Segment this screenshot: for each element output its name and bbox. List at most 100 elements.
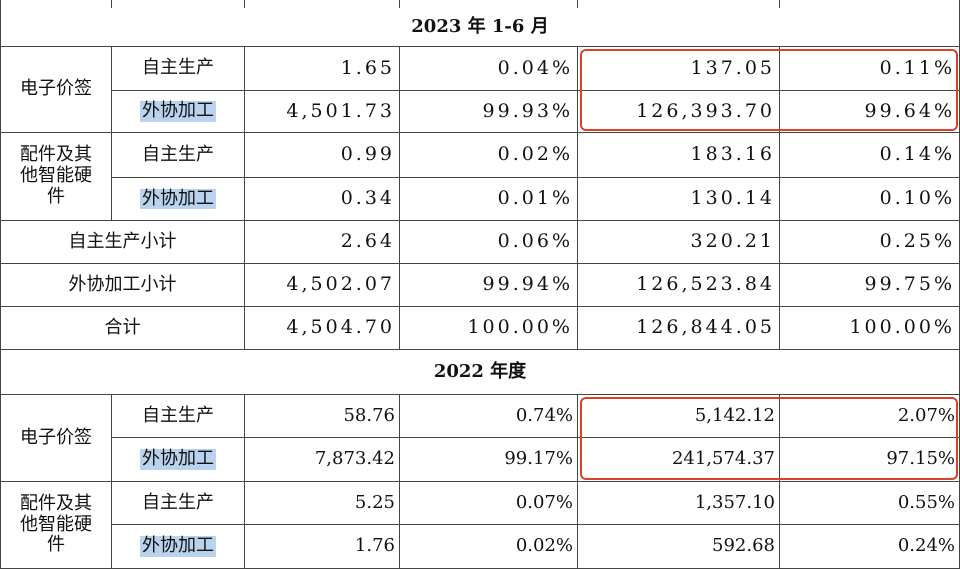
- value-cell: 0.14%: [780, 133, 960, 178]
- value-cell-text: 0.25%: [879, 230, 955, 253]
- value-cell: 0.55%: [780, 482, 960, 525]
- mode-cell: 外协加工: [112, 525, 245, 569]
- cell-edge: [0, 0, 112, 8]
- value-cell: 0.11%: [780, 47, 960, 91]
- value-cell-text: 58.76: [343, 404, 395, 426]
- value-cell: 0.07%: [400, 482, 578, 525]
- value-cell: 0.10%: [780, 178, 960, 221]
- value-cell-text: 0.07%: [515, 491, 573, 513]
- value-cell-text: 100.00%: [467, 316, 573, 339]
- value-cell-text: 130.14: [690, 187, 775, 210]
- group-label: 配件及其他智能硬件: [0, 482, 112, 569]
- group-label: 电子价签: [0, 395, 112, 482]
- cell-edge: [780, 0, 960, 8]
- mode-cell-text: 外协加工: [140, 448, 216, 470]
- mode-cell: 自主生产: [112, 395, 245, 438]
- value-cell-text: 0.34: [340, 187, 395, 210]
- value-cell-text: 0.01%: [497, 187, 573, 210]
- mode-cell-text: 外协加工: [140, 187, 216, 210]
- value-cell: 99.93%: [400, 91, 578, 133]
- group-label-text: 电子价签: [20, 78, 92, 100]
- value-cell: 592.68: [578, 525, 780, 569]
- value-cell-text: 1,357.10: [694, 491, 775, 513]
- value-cell-text: 126,523.84: [636, 273, 775, 296]
- value-cell-text: 99.93%: [482, 99, 573, 122]
- value-cell-text: 0.02%: [497, 143, 573, 166]
- value-cell-text: 99.17%: [504, 448, 573, 470]
- cell-edge: [400, 0, 578, 8]
- value-cell-text: 4,501.73: [286, 99, 395, 122]
- value-cell: 0.25%: [780, 221, 960, 264]
- value-cell-text: 4,504.70: [286, 316, 395, 339]
- mode-cell-text: 外协加工: [140, 100, 216, 122]
- value-cell: 320.21: [578, 221, 780, 264]
- value-cell: 0.02%: [400, 525, 578, 569]
- value-cell: 0.01%: [400, 178, 578, 221]
- value-cell: 1.65: [245, 47, 400, 91]
- value-cell: 183.16: [578, 133, 780, 178]
- value-cell: 1,357.10: [578, 482, 780, 525]
- value-cell: 130.14: [578, 178, 780, 221]
- total-label-text: 合计: [104, 316, 141, 338]
- value-cell-text: 183.16: [690, 143, 775, 166]
- mode-cell: 外协加工: [112, 438, 245, 482]
- value-cell: 241,574.37: [578, 438, 780, 482]
- value-cell-text: 0.06%: [497, 230, 573, 253]
- value-cell-text: 241,574.37: [671, 448, 775, 470]
- total-label-text: 外协加工小计: [68, 273, 177, 295]
- value-cell: 126,523.84: [578, 264, 780, 307]
- value-cell: 0.06%: [400, 221, 578, 264]
- value-cell: 2.64: [245, 221, 400, 264]
- value-cell-text: 0.04%: [497, 56, 573, 79]
- cell-edge: [245, 0, 400, 8]
- group-label-text: 配件及其他智能硬件: [20, 144, 92, 207]
- value-cell-text: 99.94%: [482, 273, 573, 296]
- group-label-text: 电子价签: [20, 426, 92, 448]
- value-cell: 99.75%: [780, 264, 960, 307]
- mode-cell: 自主生产: [112, 47, 245, 91]
- value-cell: 4,502.07: [245, 264, 400, 307]
- value-cell-text: 1.76: [354, 535, 395, 557]
- value-cell: 5.25: [245, 482, 400, 525]
- value-cell: 0.34: [245, 178, 400, 221]
- value-cell: 4,504.70: [245, 307, 400, 350]
- total-label: 外协加工小计: [0, 264, 245, 307]
- value-cell-text: 0.11%: [879, 56, 955, 79]
- total-label: 合计: [0, 307, 245, 350]
- value-cell-text: 126,393.70: [636, 99, 775, 122]
- value-cell: 137.05: [578, 47, 780, 91]
- value-cell-text: 2.07%: [897, 404, 955, 426]
- value-cell-text: 4,502.07: [286, 273, 395, 296]
- value-cell: 126,844.05: [578, 307, 780, 350]
- value-cell-text: 0.55%: [897, 491, 955, 513]
- group-label: 电子价签: [0, 47, 112, 133]
- mode-cell-text: 自主生产: [142, 57, 214, 79]
- value-cell: 99.17%: [400, 438, 578, 482]
- value-cell-text: 7,873.42: [314, 448, 395, 470]
- value-cell: 0.02%: [400, 133, 578, 178]
- value-cell-text: 137.05: [690, 56, 775, 79]
- value-cell-text: 592.68: [712, 535, 775, 557]
- group-label: 配件及其他智能硬件: [0, 133, 112, 221]
- value-cell-text: 0.10%: [879, 187, 955, 210]
- total-label-text: 自主生产小计: [68, 230, 177, 252]
- section-title-text: 2022 年度: [433, 360, 527, 382]
- value-cell-text: 99.75%: [864, 273, 955, 296]
- value-cell-text: 5,142.12: [694, 404, 775, 426]
- value-cell-text: 0.74%: [515, 404, 573, 426]
- value-cell: 4,501.73: [245, 91, 400, 133]
- value-cell-text: 126,844.05: [636, 316, 775, 339]
- value-cell-text: 2.64: [340, 230, 395, 253]
- value-cell-text: 97.15%: [886, 448, 955, 470]
- section-title: 2023 年 1-6 月: [0, 8, 960, 47]
- value-cell-text: 0.14%: [879, 143, 955, 166]
- value-cell: 0.99: [245, 133, 400, 178]
- value-cell: 0.04%: [400, 47, 578, 91]
- total-label: 自主生产小计: [0, 221, 245, 264]
- group-label-text: 配件及其他智能硬件: [20, 492, 92, 556]
- value-cell: 100.00%: [780, 307, 960, 350]
- value-cell: 0.24%: [780, 525, 960, 569]
- value-cell: 0.74%: [400, 395, 578, 438]
- mode-cell: 外协加工: [112, 178, 245, 221]
- value-cell-text: 5.25: [354, 491, 395, 513]
